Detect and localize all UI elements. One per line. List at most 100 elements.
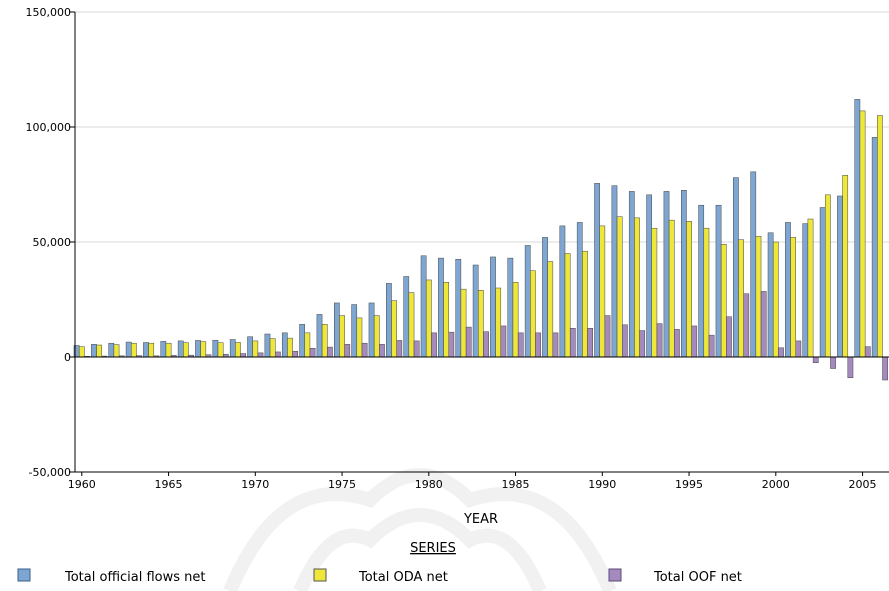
- bar-total-oda-net-2004[interactable]: [842, 175, 849, 358]
- bar-total-official-flows-net-1982[interactable]: [455, 259, 462, 358]
- bar-total-oda-net-2006[interactable]: [877, 115, 883, 358]
- legend-item-total-oda[interactable]: Total ODA net: [313, 568, 448, 585]
- bar-total-oda-net-1972[interactable]: [287, 337, 293, 358]
- bar-total-oof-net-1992[interactable]: [639, 330, 646, 358]
- bar-total-oda-net-1978[interactable]: [391, 300, 397, 358]
- bar-total-oda-net-1974[interactable]: [321, 324, 328, 358]
- bar-total-oof-net-1990[interactable]: [604, 315, 611, 358]
- bar-total-oda-net-1967[interactable]: [200, 341, 207, 358]
- bar-total-oda-net-2005[interactable]: [859, 110, 866, 358]
- bar-total-oof-net-1999[interactable]: [760, 291, 767, 358]
- bar-total-oda-net-1975[interactable]: [339, 315, 345, 358]
- bar-total-oof-net-1985[interactable]: [517, 332, 524, 358]
- bar-total-official-flows-net-1989[interactable]: [576, 222, 583, 358]
- bar-total-official-flows-net-1963[interactable]: [125, 341, 132, 358]
- bar-total-oda-net-1982[interactable]: [460, 288, 467, 358]
- bar-total-official-flows-net-1993[interactable]: [646, 194, 652, 358]
- bar-total-official-flows-net-1995[interactable]: [681, 190, 687, 358]
- bar-total-oda-net-1984[interactable]: [495, 287, 502, 358]
- bar-total-official-flows-net-1974[interactable]: [316, 314, 323, 358]
- bar-total-official-flows-net-1991[interactable]: [611, 185, 618, 358]
- bar-total-oda-net-2003[interactable]: [825, 194, 831, 358]
- bar-total-oof-net-1998[interactable]: [743, 293, 750, 358]
- bar-total-oof-net-1976[interactable]: [361, 342, 368, 358]
- bar-total-official-flows-net-1980[interactable]: [420, 255, 427, 358]
- bar-total-oda-net-1987[interactable]: [547, 261, 554, 358]
- bar-total-official-flows-net-1996[interactable]: [698, 204, 705, 358]
- bar-total-oof-net-2002[interactable]: [812, 356, 819, 363]
- bar-total-official-flows-net-1961[interactable]: [91, 344, 97, 358]
- bar-total-official-flows-net-1962[interactable]: [108, 342, 115, 358]
- bar-total-oof-net-1971[interactable]: [275, 351, 281, 358]
- bar-total-oda-net-1962[interactable]: [113, 344, 120, 358]
- bar-total-oda-net-1995[interactable]: [686, 221, 692, 358]
- bar-total-official-flows-net-1990[interactable]: [594, 183, 600, 358]
- bar-total-official-flows-net-2001[interactable]: [785, 222, 791, 358]
- bar-total-oda-net-1970[interactable]: [252, 340, 259, 358]
- bar-total-official-flows-net-1966[interactable]: [177, 340, 184, 358]
- bar-total-oof-net-1997[interactable]: [726, 316, 732, 358]
- bar-total-oof-net-1995[interactable]: [691, 325, 698, 358]
- legend-item-total-official-flows[interactable]: Total official flows net: [17, 568, 206, 585]
- bar-total-official-flows-net-1975[interactable]: [334, 302, 340, 358]
- bar-total-oof-net-1977[interactable]: [379, 344, 385, 358]
- bar-total-oof-net-1984[interactable]: [500, 325, 507, 358]
- bar-total-official-flows-net-2000[interactable]: [767, 232, 774, 358]
- bar-total-oof-net-1973[interactable]: [309, 348, 316, 358]
- bar-total-official-flows-net-1987[interactable]: [542, 237, 548, 358]
- bar-total-oof-net-1988[interactable]: [569, 328, 576, 358]
- bar-total-oda-net-1985[interactable]: [512, 282, 519, 358]
- bar-total-official-flows-net-2002[interactable]: [802, 223, 809, 358]
- bar-total-official-flows-net-1997[interactable]: [715, 204, 722, 358]
- bar-total-official-flows-net-1999[interactable]: [750, 171, 757, 358]
- bar-total-official-flows-net-1968[interactable]: [212, 339, 219, 358]
- bar-total-official-flows-net-1976[interactable]: [351, 304, 358, 358]
- bar-total-oda-net-1996[interactable]: [703, 227, 710, 358]
- bar-total-oda-net-1963[interactable]: [131, 342, 137, 358]
- bar-total-official-flows-net-1981[interactable]: [438, 257, 444, 358]
- bar-total-official-flows-net-1985[interactable]: [507, 257, 514, 358]
- bar-total-official-flows-net-1978[interactable]: [386, 283, 392, 358]
- bar-total-official-flows-net-1986[interactable]: [524, 245, 531, 358]
- bar-total-oda-net-1979[interactable]: [408, 292, 415, 358]
- legend-item-total-oof[interactable]: Total OOF net: [608, 568, 742, 585]
- bar-total-oda-net-1986[interactable]: [530, 270, 536, 358]
- bar-total-oda-net-1973[interactable]: [304, 332, 311, 358]
- bar-total-oof-net-1972[interactable]: [292, 351, 299, 358]
- bar-total-oof-net-1989[interactable]: [587, 328, 593, 358]
- bar-total-oda-net-1964[interactable]: [148, 342, 155, 358]
- bar-total-official-flows-net-1972[interactable]: [281, 332, 288, 358]
- bar-total-official-flows-net-1988[interactable]: [559, 225, 566, 358]
- bar-total-oda-net-1966[interactable]: [183, 342, 189, 358]
- bar-total-oda-net-1988[interactable]: [564, 253, 571, 358]
- bar-total-official-flows-net-1973[interactable]: [299, 324, 305, 358]
- bar-total-oof-net-1996[interactable]: [708, 334, 715, 358]
- bar-total-oof-net-1982[interactable]: [465, 326, 472, 358]
- bar-total-official-flows-net-1994[interactable]: [663, 191, 670, 358]
- bar-total-oda-net-1976[interactable]: [356, 317, 363, 358]
- bar-total-oof-net-1986[interactable]: [535, 332, 541, 358]
- bar-total-oda-net-1990[interactable]: [599, 225, 606, 358]
- bar-total-oof-net-1991[interactable]: [622, 324, 628, 358]
- bar-total-oda-net-1968[interactable]: [217, 342, 224, 358]
- bar-total-oda-net-1971[interactable]: [269, 338, 276, 358]
- bar-total-oda-net-1981[interactable]: [443, 282, 449, 358]
- bar-total-official-flows-net-2003[interactable]: [819, 207, 826, 358]
- bar-total-official-flows-net-1992[interactable]: [628, 191, 635, 358]
- bar-total-oda-net-1993[interactable]: [651, 227, 658, 358]
- bar-total-oof-net-1993[interactable]: [656, 323, 663, 358]
- bar-total-oof-net-1970[interactable]: [257, 352, 264, 358]
- bar-total-oda-net-1961[interactable]: [96, 344, 103, 358]
- bar-total-oda-net-1991[interactable]: [616, 216, 623, 358]
- bar-total-oda-net-1989[interactable]: [582, 250, 588, 358]
- bar-total-oof-net-1980[interactable]: [431, 332, 437, 358]
- bar-total-oof-net-2006[interactable]: [882, 356, 888, 381]
- bar-total-oof-net-1974[interactable]: [327, 346, 333, 358]
- bar-total-oof-net-1969[interactable]: [240, 353, 247, 358]
- bar-total-oof-net-1981[interactable]: [448, 331, 455, 358]
- bar-total-oda-net-2000[interactable]: [772, 241, 779, 358]
- bar-total-oda-net-1969[interactable]: [235, 342, 241, 358]
- bar-total-official-flows-net-1983[interactable]: [472, 264, 479, 358]
- bar-total-oof-net-2004[interactable]: [847, 356, 854, 378]
- bar-total-oof-net-1987[interactable]: [552, 332, 559, 358]
